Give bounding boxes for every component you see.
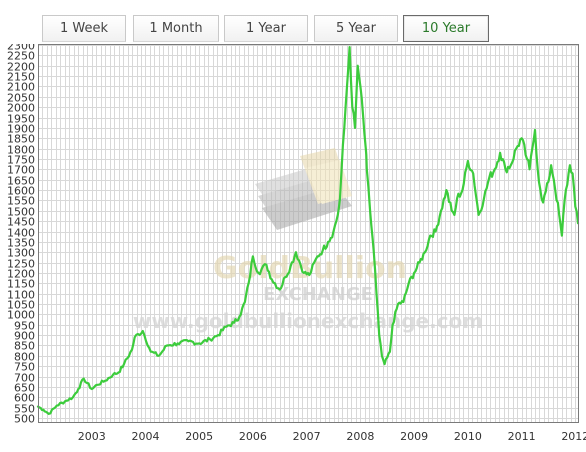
y-tick-label: 1850 <box>7 133 35 146</box>
watermark: GoldBullion EXCHANGE www.goldbullionexch… <box>133 148 483 333</box>
y-tick-label: 850 <box>14 340 35 353</box>
y-tick-label: 1150 <box>7 278 35 291</box>
y-tick-label: 2050 <box>7 92 35 105</box>
x-tick-label: 2010 <box>454 430 482 443</box>
y-tick-label: 1500 <box>7 206 35 219</box>
y-tick-label: 1100 <box>7 289 35 302</box>
price-line <box>36 45 580 415</box>
tab-5-year[interactable]: 5 Year <box>314 15 398 42</box>
y-tick-label: 2150 <box>7 71 35 84</box>
y-tick-label: 1700 <box>7 164 35 177</box>
y-tick-label: 2300 <box>7 44 35 53</box>
y-tick-label: 1400 <box>7 227 35 240</box>
x-axis: 2003 2004 2005 2006 2007 2008 2009 2010 2011 2012 <box>78 430 586 443</box>
x-tick-label: 2007 <box>293 430 321 443</box>
price-chart: GoldBullion EXCHANGE www.goldbullionexch… <box>7 44 586 443</box>
x-tick-label: 2008 <box>346 430 374 443</box>
y-tick-label: 1450 <box>7 216 35 229</box>
y-tick-label: 800 <box>14 351 35 364</box>
y-tick-label: 1750 <box>7 154 35 167</box>
y-tick-label: 700 <box>14 372 35 385</box>
y-tick-label: 1600 <box>7 185 35 198</box>
y-tick-label: 900 <box>14 330 35 343</box>
tab-1-year[interactable]: 1 Year <box>224 15 308 42</box>
y-tick-label: 600 <box>14 392 35 405</box>
chart-grid <box>38 45 578 422</box>
x-tick-label: 2006 <box>239 430 267 443</box>
watermark-url: www.goldbullionexchange.com <box>133 309 483 333</box>
y-tick-label: 550 <box>14 403 35 416</box>
watermark-logo-icon <box>255 148 352 230</box>
y-tick-label: 1350 <box>7 237 35 250</box>
y-tick-label: 1800 <box>7 144 35 157</box>
y-tick-label: 1250 <box>7 258 35 271</box>
x-tick-label: 2005 <box>185 430 213 443</box>
y-tick-label: 2200 <box>7 61 35 74</box>
x-tick-label: 2011 <box>508 430 536 443</box>
series-layer <box>36 45 580 415</box>
y-tick-label: 1900 <box>7 123 35 136</box>
y-tick-label: 1550 <box>7 195 35 208</box>
y-tick-label: 500 <box>14 413 35 426</box>
plot-border <box>38 44 579 423</box>
y-tick-label: 1200 <box>7 268 35 281</box>
x-tick-label: 2003 <box>78 430 106 443</box>
y-tick-label: 2250 <box>7 50 35 63</box>
x-tick-label: 2009 <box>400 430 428 443</box>
tab-1-week[interactable]: 1 Week <box>42 15 126 42</box>
watermark-brand-sub: EXCHANGE <box>263 284 373 305</box>
y-tick-label: 1300 <box>7 247 35 260</box>
x-tick-label: 2004 <box>131 430 159 443</box>
y-tick-label: 950 <box>14 320 35 333</box>
y-tick-label: 1050 <box>7 299 35 312</box>
y-tick-label: 2000 <box>7 102 35 115</box>
y-tick-label: 1000 <box>7 309 35 322</box>
y-tick-label: 750 <box>14 361 35 374</box>
y-tick-label: 1650 <box>7 175 35 188</box>
timeframe-tabs: 1 Week 1 Month 1 Year 5 Year 10 Year <box>0 0 586 44</box>
y-tick-label: 1950 <box>7 113 35 126</box>
x-tick-label: 2012 <box>561 430 586 443</box>
tab-10-year[interactable]: 10 Year <box>403 15 489 42</box>
watermark-brand: GoldBullion <box>213 251 407 286</box>
y-tick-label: 650 <box>14 382 35 395</box>
y-tick-label: 2100 <box>7 81 35 94</box>
tab-1-month[interactable]: 1 Month <box>133 15 219 42</box>
y-axis: 5005506006507007508008509009501000105011… <box>7 44 35 426</box>
